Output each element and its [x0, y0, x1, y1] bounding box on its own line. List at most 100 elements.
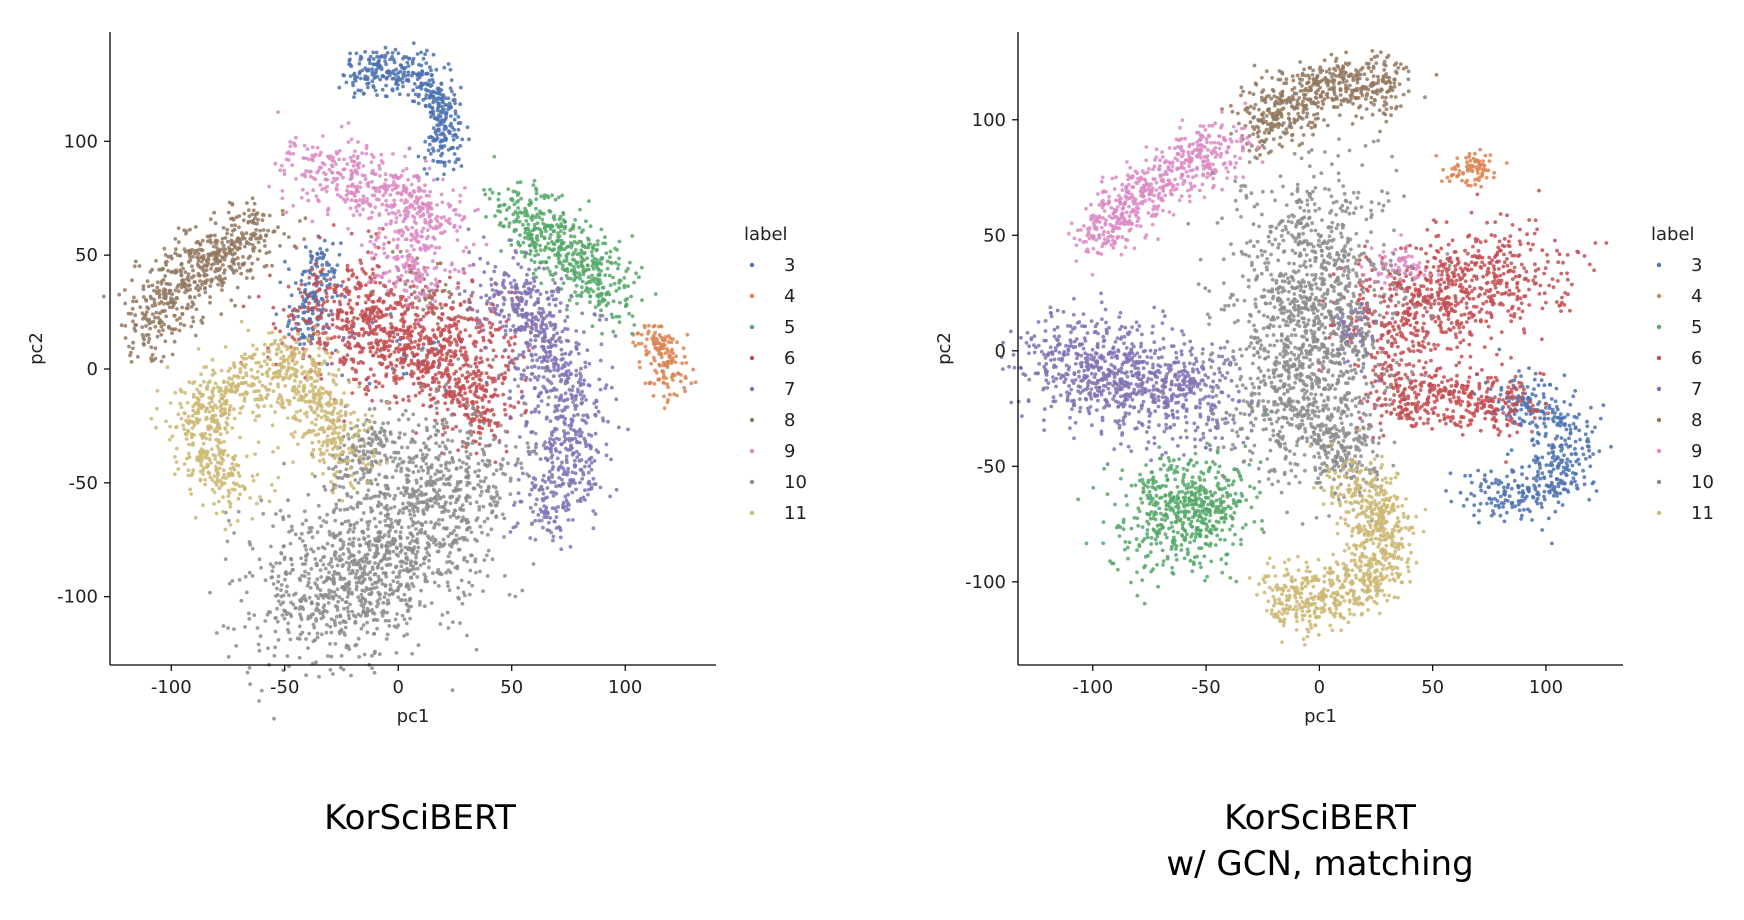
data-point — [574, 449, 579, 454]
data-point — [400, 376, 405, 380]
data-point — [429, 218, 433, 223]
data-point — [425, 272, 430, 277]
data-point — [128, 353, 132, 358]
data-point — [485, 261, 490, 266]
data-point — [442, 327, 447, 332]
data-point — [526, 286, 531, 291]
data-point — [248, 236, 253, 241]
data-point — [608, 494, 612, 499]
data-point — [311, 158, 315, 163]
data-point — [379, 399, 384, 403]
data-point — [248, 267, 253, 272]
data-point — [419, 530, 423, 535]
data-point — [548, 232, 553, 237]
data-point — [542, 515, 547, 520]
data-point — [416, 322, 421, 327]
data-point — [379, 315, 383, 319]
data-point — [359, 243, 364, 248]
data-point — [422, 604, 427, 609]
data-point — [666, 340, 671, 344]
data-point — [469, 293, 474, 298]
data-point — [237, 245, 241, 250]
data-point — [392, 198, 396, 203]
data-point — [533, 338, 538, 343]
data-point — [485, 407, 490, 412]
data-point — [595, 247, 599, 252]
data-point — [280, 163, 284, 168]
data-point — [416, 343, 421, 347]
data-point — [348, 74, 353, 78]
data-point — [534, 328, 539, 333]
data-point — [564, 273, 569, 278]
data-point — [590, 259, 595, 263]
data-point — [502, 272, 506, 277]
data-point — [227, 248, 232, 253]
data-point — [254, 228, 258, 232]
data-point — [373, 252, 378, 257]
data-point — [531, 242, 536, 247]
data-point — [517, 353, 522, 358]
data-point — [145, 279, 150, 283]
data-point — [526, 236, 531, 241]
data-point — [638, 365, 642, 370]
data-point — [431, 226, 436, 231]
data-point — [261, 212, 265, 217]
data-point — [303, 245, 308, 249]
data-point — [536, 333, 541, 338]
data-point — [560, 477, 564, 482]
data-point — [310, 311, 315, 316]
data-point — [368, 239, 373, 244]
data-point — [209, 266, 214, 271]
data-point — [431, 80, 436, 85]
data-point — [363, 300, 368, 305]
data-point — [454, 384, 458, 389]
data-point — [462, 299, 467, 304]
data-point — [377, 381, 381, 386]
data-point — [350, 366, 355, 371]
data-point — [359, 518, 364, 522]
data-point — [556, 505, 561, 509]
data-point — [682, 354, 687, 359]
data-point — [456, 157, 461, 162]
data-point — [427, 215, 432, 219]
data-point — [665, 382, 669, 386]
data-point — [330, 164, 335, 169]
data-point — [456, 314, 461, 319]
data-point — [209, 240, 214, 245]
data-point — [208, 300, 212, 305]
data-point — [370, 67, 374, 71]
data-point — [541, 525, 545, 530]
data-point — [549, 455, 554, 460]
data-point — [460, 444, 465, 449]
data-point — [229, 266, 234, 271]
data-point — [374, 273, 378, 278]
data-point — [396, 71, 401, 75]
data-point — [570, 388, 574, 393]
data-point — [396, 75, 401, 79]
data-point — [372, 328, 376, 333]
data-point — [407, 252, 412, 257]
data-point — [616, 266, 620, 271]
data-point — [576, 412, 580, 417]
data-point — [513, 290, 517, 295]
data-point — [509, 416, 513, 420]
data-point — [676, 371, 680, 376]
data-point — [335, 170, 340, 175]
data-point — [465, 559, 470, 564]
data-point — [563, 391, 568, 396]
data-point — [419, 334, 423, 338]
data-point — [487, 423, 492, 428]
data-point — [375, 74, 380, 79]
data-point — [338, 357, 343, 362]
data-point — [555, 239, 560, 244]
data-point — [424, 193, 429, 198]
data-point — [407, 398, 411, 403]
data-point — [459, 164, 464, 168]
data-point — [350, 391, 355, 395]
data-point — [162, 246, 167, 251]
data-point — [401, 56, 405, 61]
data-point — [180, 305, 185, 310]
data-point — [470, 553, 474, 558]
data-point — [528, 252, 532, 256]
data-point — [467, 263, 472, 268]
